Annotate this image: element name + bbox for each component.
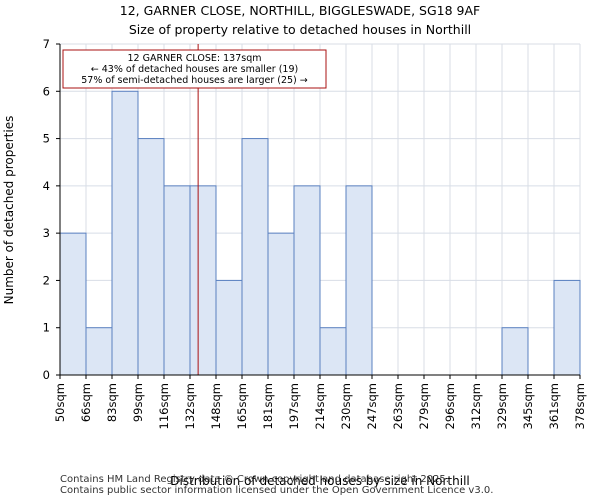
- bar: [241, 138, 269, 376]
- x-tick-label: 132sqm: [183, 383, 197, 429]
- bar: [345, 185, 373, 376]
- bar: [553, 279, 581, 376]
- x-tick-label: 329sqm: [495, 383, 509, 429]
- y-tick-label: 0: [43, 368, 50, 382]
- x-tick-label: 345sqm: [521, 383, 535, 429]
- footer-licence: Contains public sector information licen…: [60, 485, 494, 496]
- x-tick-label: 116sqm: [157, 383, 171, 429]
- annotation-line: 57% of semi-detached houses are larger (…: [81, 75, 308, 86]
- bar: [267, 232, 295, 376]
- bar: [85, 327, 113, 376]
- x-tick-label: 247sqm: [365, 383, 379, 429]
- bar: [189, 185, 217, 376]
- x-axis-label: Distribution of detached houses by size …: [170, 474, 469, 488]
- x-tick-label: 312sqm: [469, 383, 483, 429]
- bars: [59, 90, 581, 376]
- annotation: 12 GARNER CLOSE: 137sqm← 43% of detached…: [62, 49, 327, 89]
- x-tick-label: 83sqm: [105, 383, 119, 422]
- x-tick-label: 165sqm: [235, 383, 249, 429]
- y-tick-label: 6: [43, 84, 50, 98]
- x-tick-label: 197sqm: [287, 383, 301, 429]
- y-tick-label: 4: [43, 179, 50, 193]
- y-tick-label: 7: [43, 37, 50, 51]
- x-tick-label: 50sqm: [53, 383, 67, 422]
- annotation-box: [62, 49, 327, 89]
- annotation-line: 12 GARNER CLOSE: 137sqm: [128, 53, 262, 64]
- bar: [59, 232, 87, 376]
- y-tick-label: 2: [43, 273, 50, 287]
- y-axis-label: Number of detached properties: [2, 116, 16, 305]
- bar: [111, 90, 139, 376]
- bar: [501, 327, 529, 376]
- x-tick-label: 66sqm: [79, 383, 93, 422]
- x-tick-label: 148sqm: [209, 383, 223, 429]
- bar: [137, 138, 165, 376]
- x-tick-label: 99sqm: [131, 383, 145, 422]
- bar: [319, 327, 347, 376]
- x-tick-label: 230sqm: [339, 383, 353, 429]
- x-tick-label: 279sqm: [417, 383, 431, 429]
- x-tick-label: 263sqm: [391, 383, 405, 429]
- x-tick-label: 296sqm: [443, 383, 457, 429]
- chart-title: 12, GARNER CLOSE, NORTHILL, BIGGLESWADE,…: [120, 3, 480, 18]
- y-tick-label: 5: [43, 132, 50, 146]
- annotation-line: ← 43% of detached houses are smaller (19…: [91, 64, 298, 75]
- y-tick-label: 1: [43, 321, 50, 335]
- bar: [215, 279, 243, 376]
- chart-subtitle: Size of property relative to detached ho…: [129, 22, 471, 37]
- bar: [163, 185, 191, 376]
- axes: 0 1 2 3 4 5 6 7 50sqm 66sqm 83sqm 99sqm 116sqm 132sqm…: [43, 37, 587, 429]
- x-tick-label: 214sqm: [313, 383, 327, 429]
- bar: [293, 185, 321, 376]
- x-tick-label: 181sqm: [261, 383, 275, 429]
- footer-copyright: Contains HM Land Registry data © Crown c…: [60, 474, 449, 485]
- x-tick-label: 378sqm: [573, 383, 587, 429]
- y-tick-label: 3: [43, 226, 50, 240]
- x-tick-label: 361sqm: [547, 383, 561, 429]
